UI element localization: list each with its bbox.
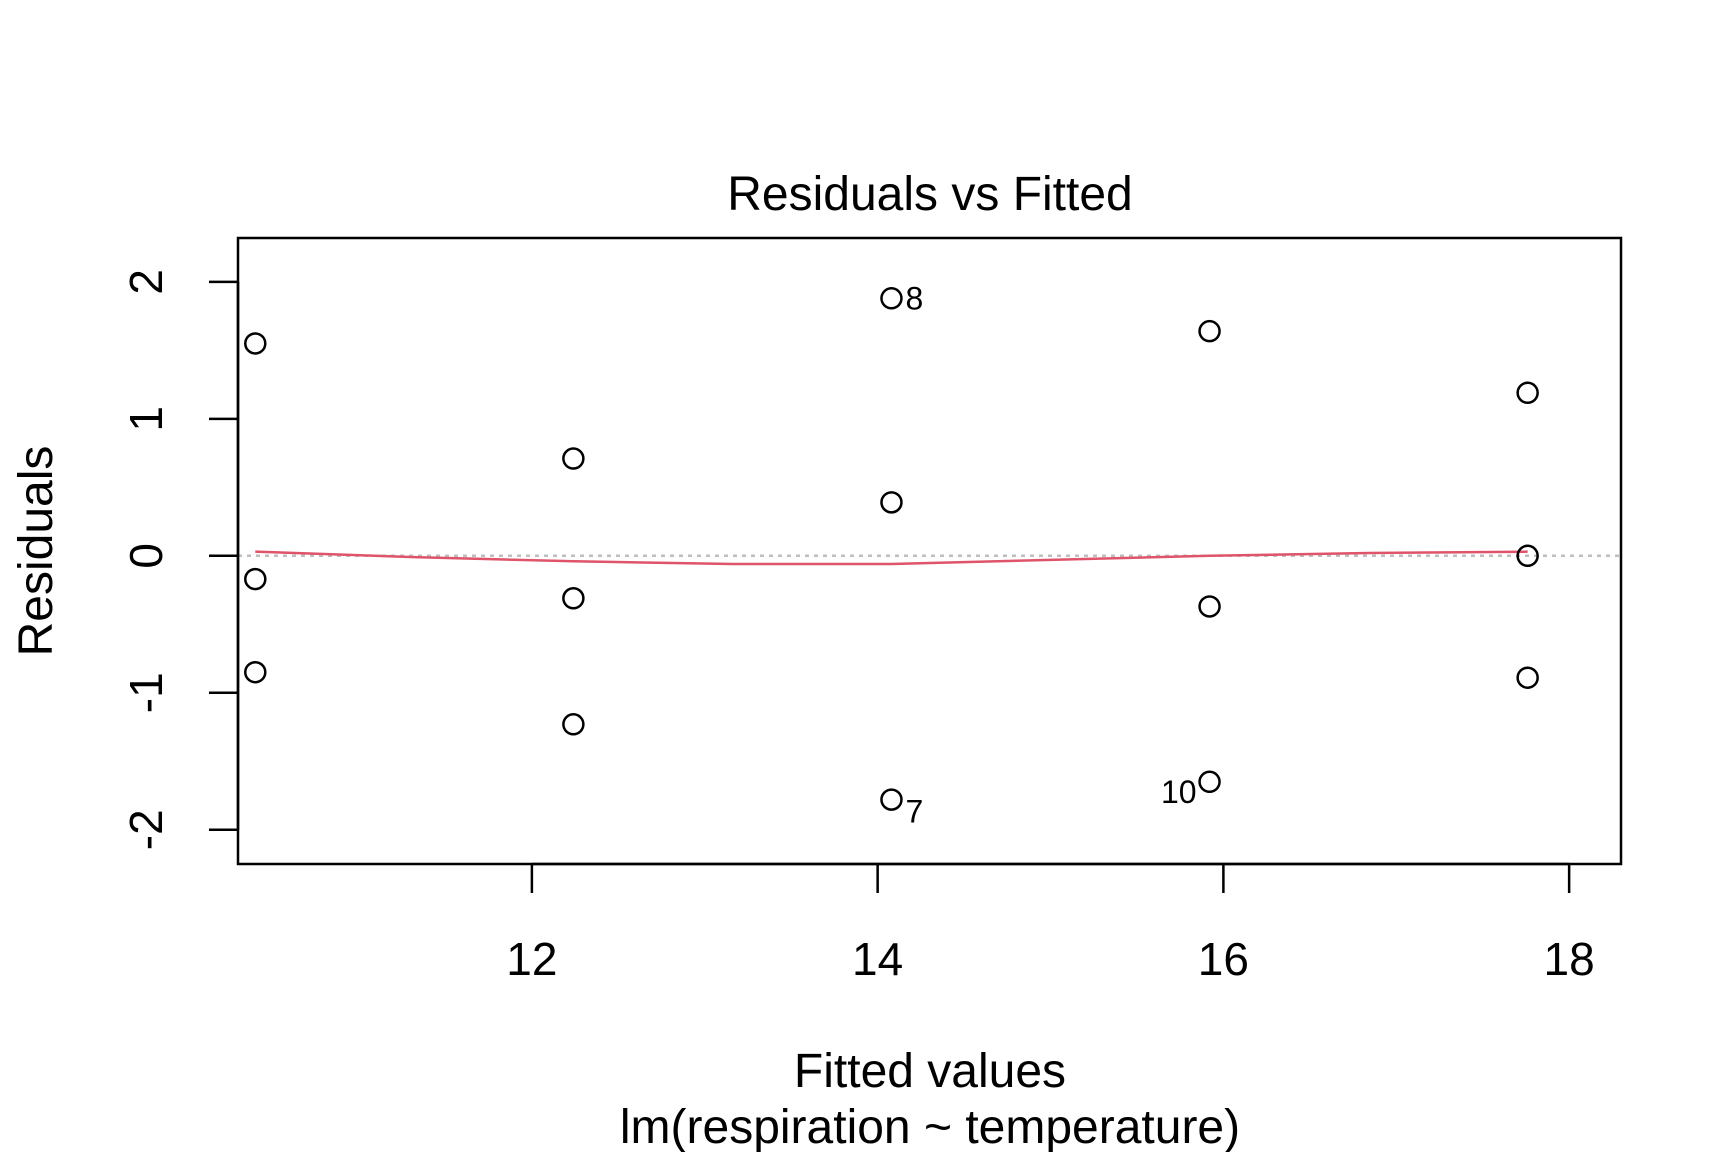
data-point — [562, 713, 585, 736]
data-point — [1198, 319, 1221, 343]
data-point — [880, 788, 903, 811]
chart-title: Residuals vs Fitted — [727, 168, 1133, 221]
x-tick-label: 14 — [852, 933, 903, 985]
data-point — [1198, 595, 1221, 618]
data-point — [1516, 381, 1539, 405]
plot-area: 8 7 10 — [238, 280, 1621, 830]
x-tick-label: 18 — [1544, 933, 1595, 985]
x-tick-label: 12 — [506, 933, 557, 985]
data-point — [244, 567, 267, 591]
plot-frame — [236, 236, 1623, 866]
data-point — [562, 587, 585, 610]
smooth-line — [255, 550, 1528, 566]
point-label: 8 — [905, 280, 923, 316]
x-axis: 12 14 16 18 — [506, 862, 1595, 985]
x-axis-sublabel: lm(respiration ~ temperature) — [620, 1101, 1240, 1152]
x-axis-label: Fitted values — [794, 1045, 1066, 1098]
data-point — [880, 287, 903, 310]
y-axis: -2 -1 0 1 2 — [120, 269, 240, 850]
data-point — [562, 447, 585, 470]
y-tick-label: -2 — [120, 809, 172, 850]
data-point — [244, 332, 267, 355]
y-tick-label: 2 — [120, 269, 172, 295]
data-point — [1198, 770, 1221, 794]
x-tick-label: 16 — [1198, 933, 1249, 985]
y-tick-label: -1 — [120, 672, 172, 713]
data-point — [880, 491, 903, 514]
point-label: 7 — [905, 794, 923, 830]
y-tick-label: 1 — [120, 406, 172, 432]
data-point — [1516, 666, 1539, 689]
y-axis-label: Residuals — [10, 446, 63, 657]
data-point — [244, 660, 267, 684]
y-tick-label: 0 — [120, 543, 172, 569]
data-point — [1516, 544, 1539, 568]
point-label: 10 — [1161, 774, 1197, 810]
